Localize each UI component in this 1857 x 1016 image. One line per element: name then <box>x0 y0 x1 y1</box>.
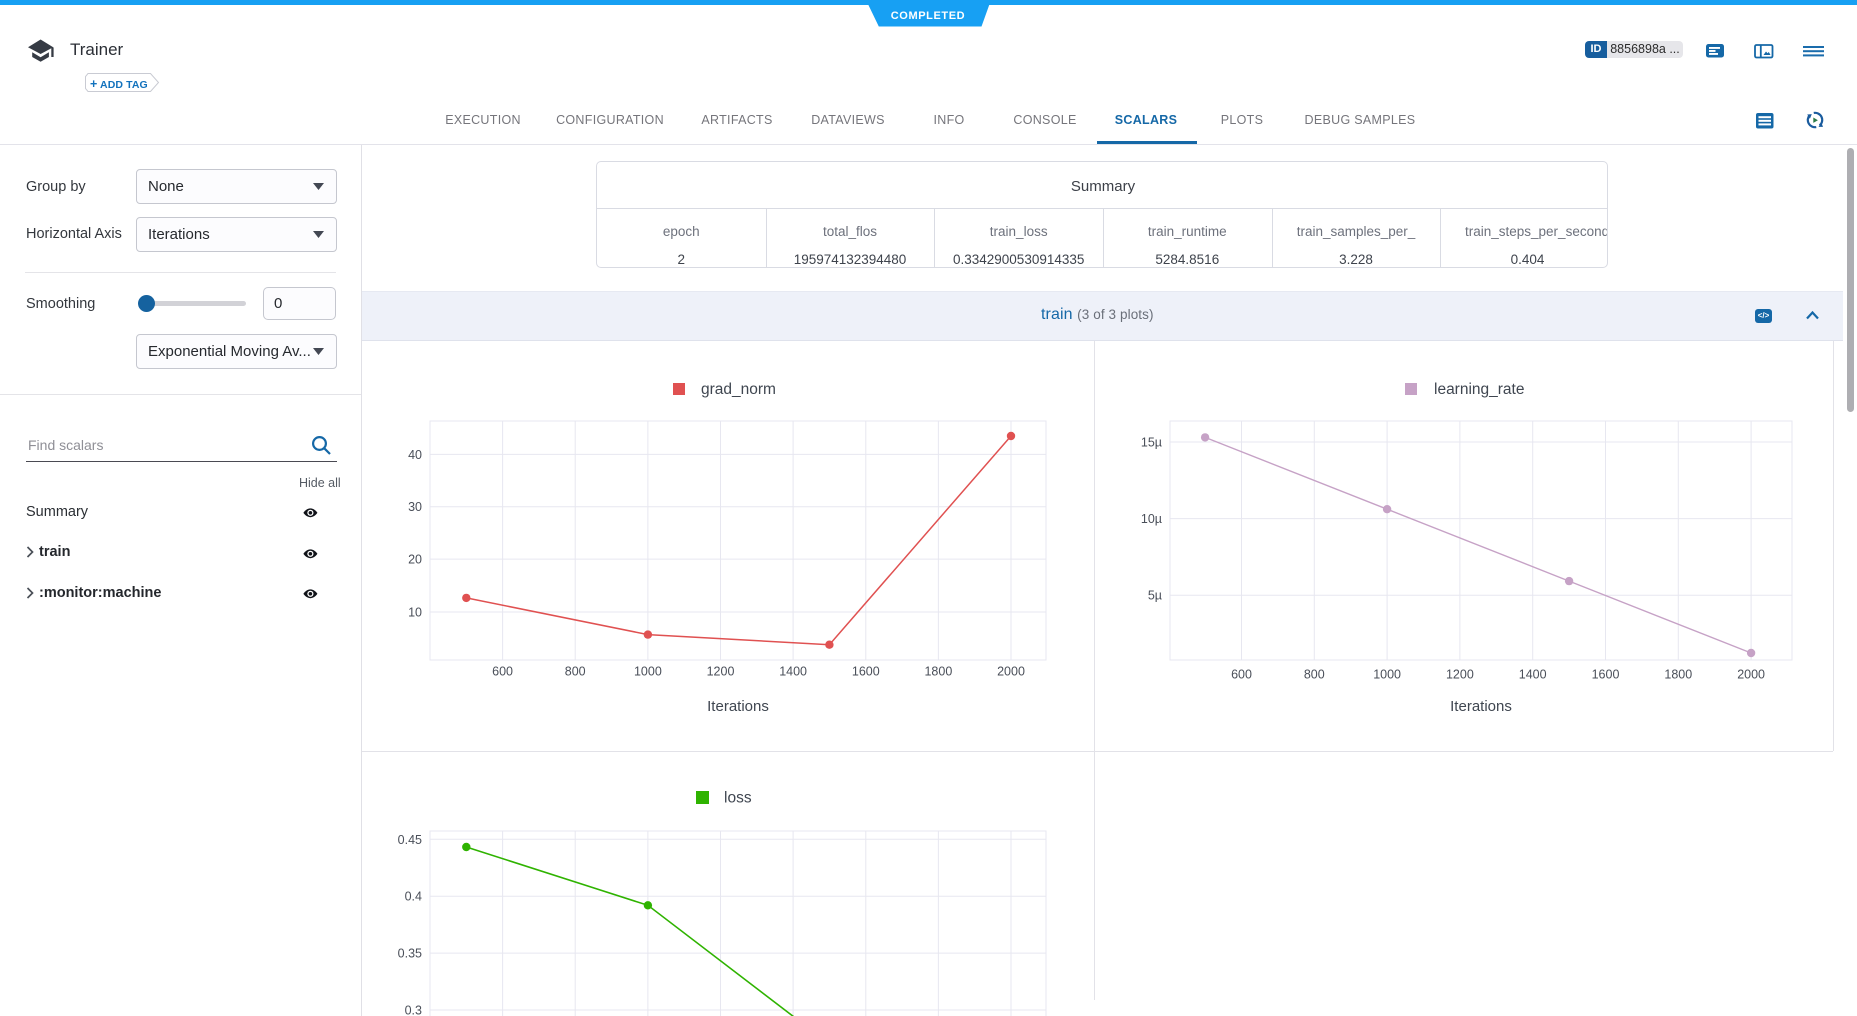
svg-text:10µ: 10µ <box>1141 512 1162 526</box>
svg-text:20: 20 <box>408 553 422 567</box>
svg-text:grad_norm: grad_norm <box>701 381 776 398</box>
svg-text:0.45: 0.45 <box>398 833 422 847</box>
svg-text:Iterations: Iterations <box>1450 698 1512 715</box>
svg-text:1200: 1200 <box>707 665 735 679</box>
svg-text:0.35: 0.35 <box>398 947 422 961</box>
svg-text:1400: 1400 <box>1519 668 1547 682</box>
svg-text:800: 800 <box>565 665 586 679</box>
svg-text:5µ: 5µ <box>1148 589 1162 603</box>
svg-text:1600: 1600 <box>852 665 880 679</box>
svg-text:0.4: 0.4 <box>405 890 422 904</box>
svg-text:30: 30 <box>408 500 422 514</box>
svg-text:15µ: 15µ <box>1141 436 1162 450</box>
svg-text:1200: 1200 <box>1446 668 1474 682</box>
svg-text:600: 600 <box>492 665 513 679</box>
svg-text:1400: 1400 <box>779 665 807 679</box>
svg-text:1000: 1000 <box>1373 668 1401 682</box>
svg-text:40: 40 <box>408 448 422 462</box>
svg-text:learning_rate: learning_rate <box>1434 381 1524 398</box>
svg-text:1000: 1000 <box>634 665 662 679</box>
svg-text:10: 10 <box>408 606 422 620</box>
svg-text:1600: 1600 <box>1592 668 1620 682</box>
svg-text:0.3: 0.3 <box>405 1004 422 1016</box>
svg-text:loss: loss <box>724 790 752 807</box>
svg-text:2000: 2000 <box>997 665 1025 679</box>
svg-text:600: 600 <box>1231 668 1252 682</box>
svg-text:800: 800 <box>1304 668 1325 682</box>
svg-text:1800: 1800 <box>1664 668 1692 682</box>
svg-text:2000: 2000 <box>1737 668 1765 682</box>
svg-text:1800: 1800 <box>924 665 952 679</box>
svg-text:Iterations: Iterations <box>707 698 769 715</box>
